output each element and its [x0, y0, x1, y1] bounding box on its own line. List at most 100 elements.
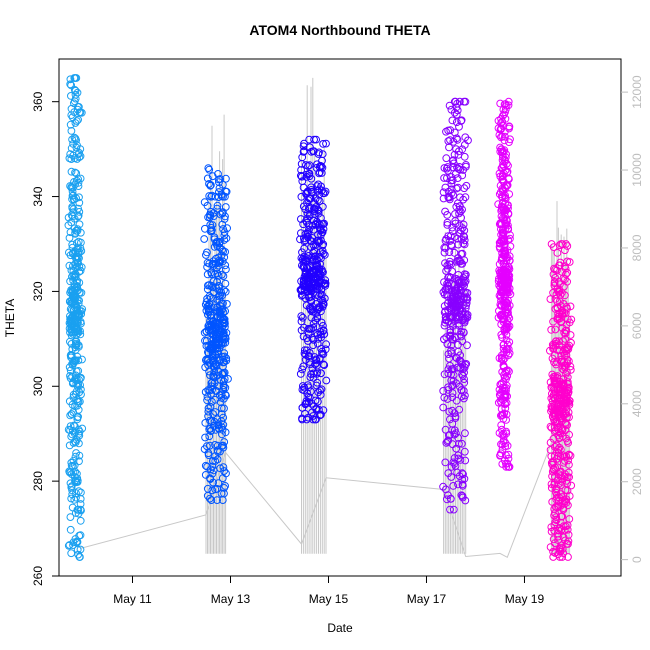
data-point	[67, 126, 76, 135]
data-point	[77, 373, 85, 382]
data-point	[73, 296, 82, 304]
data-point	[222, 187, 231, 196]
data-point	[75, 457, 83, 466]
data-point	[506, 231, 514, 240]
data-point	[217, 404, 226, 413]
data-point	[299, 183, 308, 192]
data-point	[209, 212, 218, 221]
data-point	[222, 469, 230, 478]
data-point	[73, 478, 82, 486]
data-point	[316, 386, 324, 395]
data-point	[499, 429, 508, 438]
data-point	[317, 318, 326, 327]
x-axis-label: Date	[327, 621, 353, 635]
data-point	[72, 176, 81, 185]
data-point	[71, 90, 80, 99]
data-point	[452, 396, 461, 405]
data-point	[73, 397, 82, 406]
data-point	[204, 412, 213, 421]
data-point	[209, 410, 218, 418]
data-point	[454, 454, 463, 463]
data-point	[459, 470, 467, 479]
data-point	[315, 148, 323, 157]
data-point	[74, 329, 82, 337]
data-point	[564, 439, 572, 447]
data-point	[300, 323, 308, 332]
data-point	[206, 181, 215, 190]
y2-tick-label: 8000	[630, 234, 644, 261]
data-point	[454, 347, 463, 356]
data-point	[561, 264, 570, 273]
data-point	[219, 319, 228, 328]
data-point	[205, 367, 214, 376]
data-point	[504, 204, 512, 213]
data-point	[76, 505, 85, 514]
data-point	[221, 203, 230, 211]
data-point	[77, 488, 85, 497]
data-point	[564, 456, 572, 465]
data-point	[69, 456, 78, 465]
data-point	[76, 152, 85, 161]
data-point	[76, 553, 84, 561]
data-point	[67, 167, 76, 176]
data-point	[299, 362, 308, 371]
data-point	[565, 430, 573, 439]
data-point	[506, 290, 515, 299]
data-point	[317, 226, 325, 235]
data-point	[557, 526, 566, 534]
data-point	[458, 337, 467, 346]
data-point	[443, 495, 451, 504]
data-point	[75, 309, 83, 318]
data-point	[74, 425, 83, 434]
data-point	[563, 315, 572, 324]
data-point	[448, 267, 457, 276]
data-point	[549, 390, 558, 399]
data-point	[497, 425, 506, 434]
y2-tick-label: 12000	[630, 75, 644, 109]
data-point	[453, 174, 462, 183]
data-point	[78, 355, 86, 364]
data-point	[504, 351, 513, 360]
data-point	[549, 317, 557, 326]
data-point	[71, 168, 79, 177]
data-point	[219, 328, 228, 337]
data-point	[70, 133, 79, 142]
data-point	[564, 540, 572, 548]
data-point	[205, 180, 213, 188]
data-point	[214, 170, 222, 178]
data-point	[551, 295, 560, 303]
data-point	[65, 541, 74, 549]
data-point	[296, 370, 305, 378]
data-point	[221, 482, 230, 490]
data-point	[448, 176, 457, 185]
data-point	[503, 201, 512, 210]
data-point	[309, 320, 318, 328]
data-point	[76, 545, 85, 554]
data-point	[317, 385, 326, 394]
data-point	[77, 263, 86, 272]
data-point	[220, 438, 229, 446]
data-point	[220, 358, 229, 366]
data-point	[501, 390, 510, 398]
data-point	[561, 275, 569, 284]
data-point	[498, 132, 507, 141]
data-point	[546, 422, 555, 431]
data-point	[565, 357, 573, 366]
data-point	[505, 190, 514, 199]
data-point	[459, 232, 468, 240]
data-point	[216, 210, 225, 219]
data-point	[312, 135, 321, 144]
data-point	[203, 258, 212, 267]
data-point	[443, 281, 452, 290]
data-point	[300, 147, 308, 155]
data-point	[555, 443, 564, 452]
data-point	[439, 482, 448, 491]
data-point	[505, 122, 514, 131]
data-point	[457, 332, 466, 341]
data-point	[297, 312, 306, 321]
data-point	[309, 369, 318, 378]
data-point	[460, 447, 469, 456]
data-point	[75, 248, 84, 257]
data-point	[503, 277, 512, 285]
data-point	[320, 361, 329, 370]
